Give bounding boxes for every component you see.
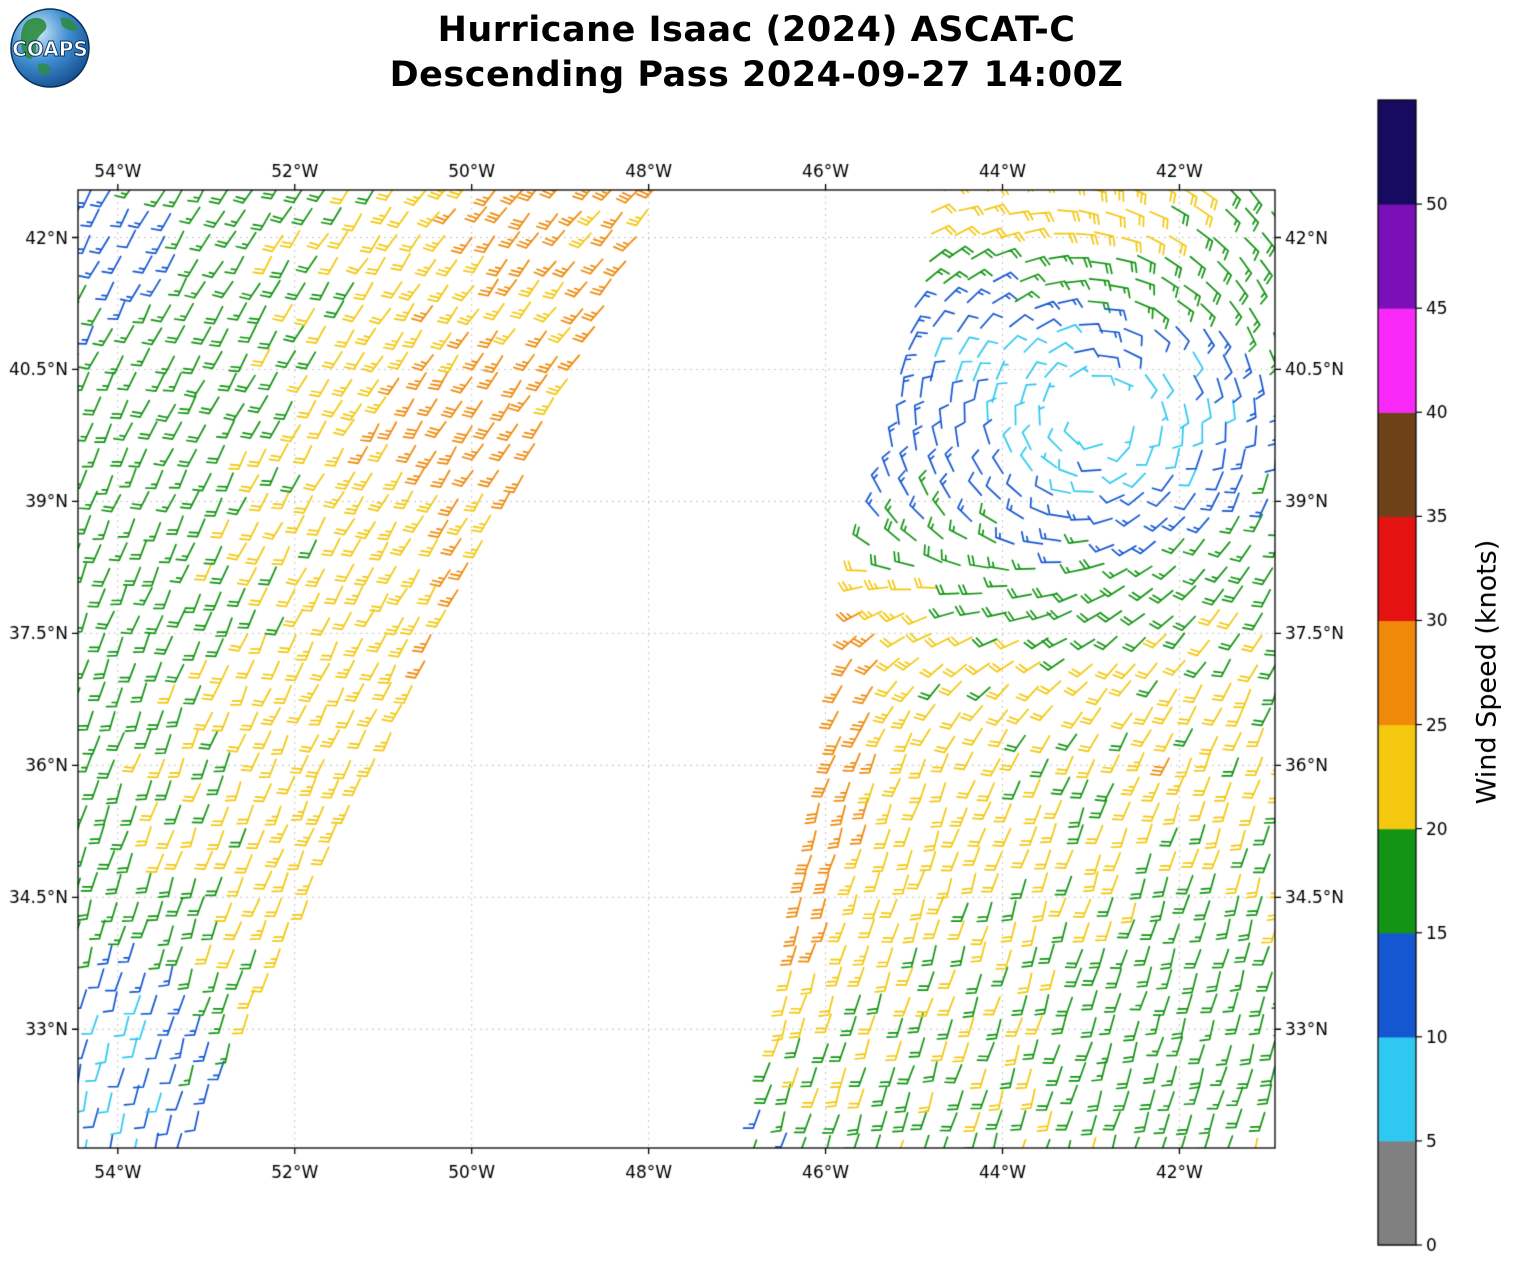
coaps-logo: COAPS [10, 8, 90, 88]
chart-title: Hurricane Isaac (2024) ASCAT-C Descendin… [0, 8, 1513, 98]
chart-title-line1: Hurricane Isaac (2024) ASCAT-C [437, 10, 1076, 50]
coaps-logo-text: COAPS [12, 37, 88, 61]
coaps-logo-landmass [60, 17, 78, 31]
chart-title-line2: Descending Pass 2024-09-27 14:00Z [389, 55, 1124, 95]
coaps-logo-landmass [37, 63, 51, 75]
colorbar-axis-label: Wind Speed (knots) [1471, 539, 1503, 805]
coaps-logo-landmass [20, 17, 47, 59]
